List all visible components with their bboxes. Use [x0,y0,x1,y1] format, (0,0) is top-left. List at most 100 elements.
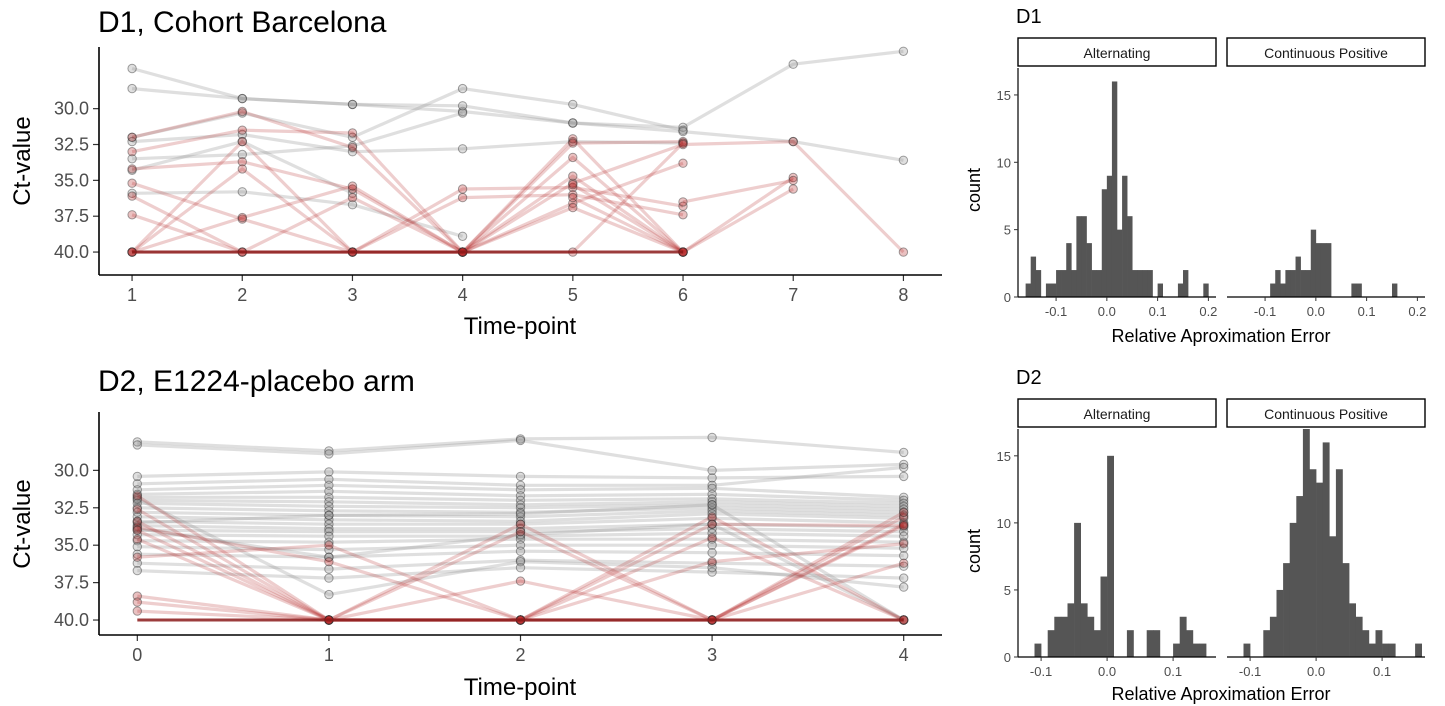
d2-line-point [324,519,334,529]
d2-line-point [707,563,717,573]
d1-hist-bar-alternating [1142,270,1148,297]
d2-hist-bar-continuous-positive [1368,643,1376,657]
d1-hist-strip-alternating [1017,37,1217,67]
d2-line-point [707,489,717,499]
d1-line-point [237,125,248,135]
d2-line-point [899,462,909,473]
d2-line-series-3-line [137,465,904,487]
d2-line-point [899,495,909,505]
d1-hist-bar-alternating [1071,270,1077,297]
d2-hist-bar-alternating [1067,603,1075,657]
d1-line-point [347,142,358,153]
d2-line-point [324,557,334,567]
d1-hist-bar-continuous-positive [1305,270,1312,297]
d1-hist-bar-alternating [1177,283,1184,297]
d2-line-point [899,582,909,592]
d2-hist-y-axis-title: count [964,529,984,573]
d1-line-point [678,122,688,133]
d2-hist-y-tick-label: 0 [1004,650,1011,665]
d1-line-point [127,191,137,201]
d1-hist-bar-continuous-positive [1295,256,1301,297]
d2-hist-bar-continuous-positive [1362,630,1370,657]
d1-line-x-tick-label: 3 [347,285,357,305]
d2-line-point [707,567,717,577]
d2-line-point [324,515,334,525]
d1-hist-bar-continuous-positive [1285,270,1291,297]
d2-line-point [132,536,143,546]
d2-line-point [515,576,526,586]
d1-line-point [678,125,688,135]
d2-line-point [324,497,334,507]
d2-hist-bar-continuous-positive [1316,482,1323,657]
d2-hist-strip-alternating [1017,398,1217,428]
d2-line-point [132,522,143,532]
d1-line-point [678,201,688,211]
d1-line-point [127,165,137,176]
d2-hist-bar-alternating [1034,643,1042,657]
d1-hist-bar-alternating [1066,243,1072,297]
d2-line-point [132,489,143,499]
d1-line-point [457,101,468,111]
d1-line-series-4-line [132,111,464,161]
d2-line-point [707,432,717,443]
d2-line-point [324,573,334,583]
d2-line-point [707,533,717,543]
d2-line-series-12-line [137,516,904,526]
d2-hist-bar-alternating [1100,576,1108,657]
d2-line-point [899,471,909,482]
d2-line-point [899,510,909,520]
d2-line-point [132,495,143,505]
d1-line-point [678,210,688,220]
d2-line-point [899,539,909,549]
d2-line-point [899,512,909,522]
d1-line-series-group [127,46,909,257]
d2-line-series-14-line [137,527,904,534]
d2-line-point [324,552,334,562]
d2-line-point [132,518,143,528]
d1-hist-strip-continuous-positive [1226,37,1426,67]
d2-line-title: D2, E1224-placebo arm [98,365,415,398]
d2-line-point [132,492,143,502]
d1-line-point [237,106,248,117]
d1-line-y-axis-title: Ct-value [9,116,36,205]
d2-line-point [515,527,526,537]
d2-hist-bar-continuous-positive [1289,522,1297,657]
d1-line-point [347,99,358,110]
d2-line-point [899,537,909,547]
d2-line-point [899,561,909,571]
d1-hist-bar-alternating [1122,175,1128,297]
d2-hist-bar-alternating [1186,630,1194,657]
d2-line-point [899,573,909,583]
d2-line-series-5-line [137,489,904,502]
d2-line-series-16-line [137,537,904,544]
d1-hist-bar-alternating [1127,216,1133,297]
d2-line-series-0-line [137,435,904,454]
d1-line-point [237,93,248,104]
d2-line-point [515,507,526,517]
d1-line-point [127,210,137,220]
d2-line-point [515,519,526,529]
d1-line-point [237,136,248,147]
d1-line-series-10-line [131,181,684,254]
d2-hist-bar-continuous-positive [1349,603,1356,657]
d2-line-point [707,557,717,567]
d2-line-y-axis-title: Ct-value [9,479,36,568]
d2-line-point [132,494,143,504]
d2-line-y-tick-label: 35.0 [54,535,89,555]
d2-line-point [515,509,526,519]
d1-line-point [347,141,358,151]
d2-line-point [515,527,526,537]
d2-line-point [132,597,143,607]
d2-line-point [132,565,143,576]
d1-hist-bar-continuous-positive [1392,283,1398,297]
d1-line-series-7-line [131,109,685,254]
d2-hist-bar-continuous-positive [1382,643,1389,657]
d2-line-point [324,492,334,502]
d1-line-series-9-line [131,160,684,254]
d2-line-point [899,501,909,511]
d2-line-point [707,519,717,529]
d2-line-point [707,480,717,490]
d2-line-point [899,498,909,508]
d2-hist-bar-alternating [1192,643,1200,657]
